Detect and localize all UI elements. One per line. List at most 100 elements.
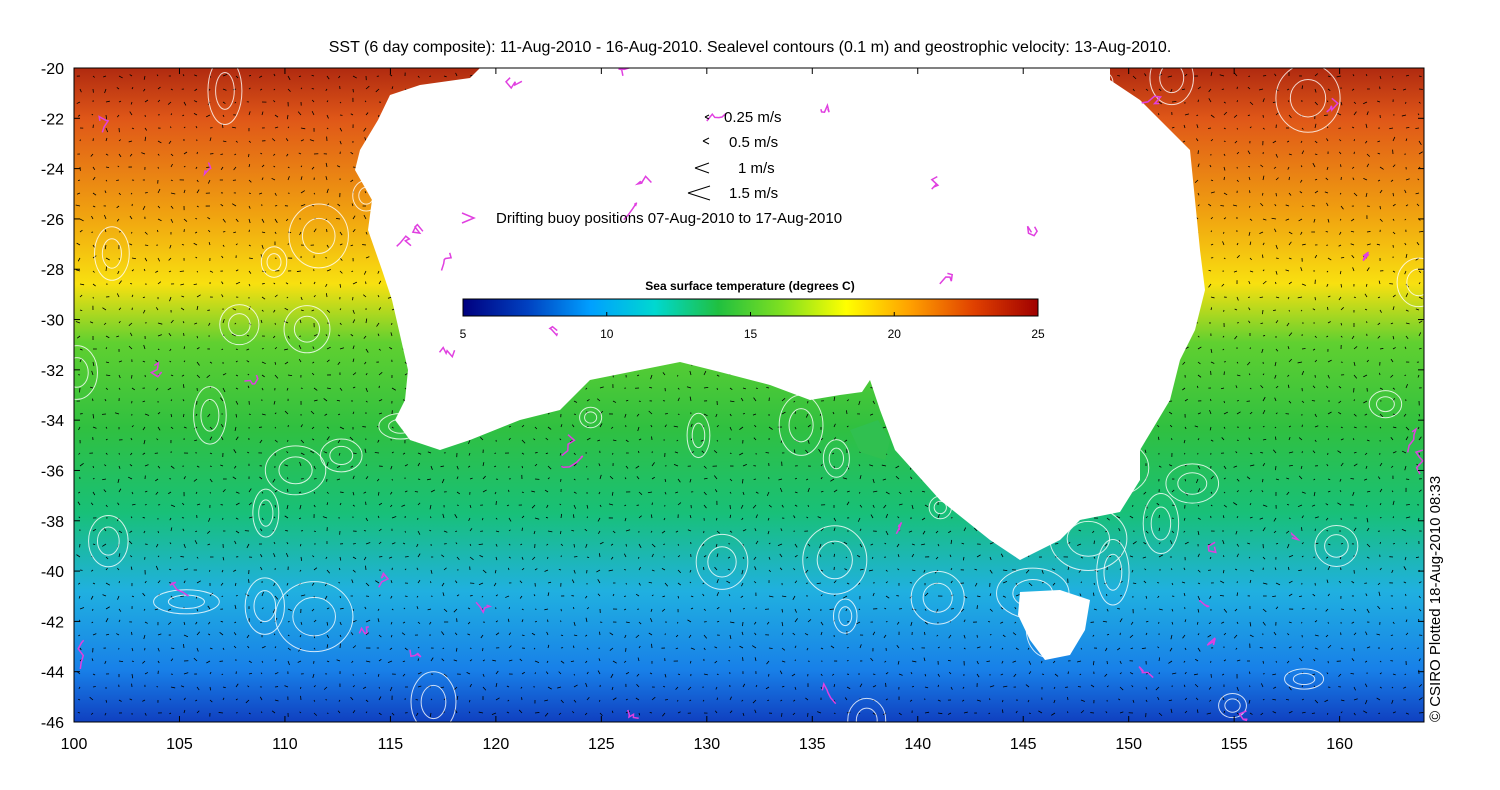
velocity-arrow [610,556,614,560]
velocity-arrow [209,452,213,455]
velocity-arrow [963,527,967,532]
velocity-arrow [495,530,500,533]
velocity-arrow [1158,608,1163,611]
velocity-arrow [1233,634,1238,639]
velocity-arrow [92,673,96,676]
velocity-arrow [274,126,279,129]
velocity-arrow [638,621,642,625]
velocity-arrow [1223,257,1226,260]
velocity-arrow [1222,241,1225,246]
velocity-arrow [235,360,238,363]
velocity-arrow [338,567,341,571]
velocity-arrow [1339,556,1342,560]
velocity-arrow [793,568,796,571]
velocity-arrow [1312,308,1316,311]
velocity-arrow [196,294,201,298]
velocity-arrow [170,647,175,649]
velocity-arrow [1077,660,1082,663]
velocity-arrow [143,344,146,350]
velocity-arrow [105,361,110,364]
velocity-arrow [714,566,718,571]
velocity-arrow [687,529,692,532]
velocity-arrow [417,685,422,688]
velocity-arrow [963,634,966,639]
velocity-arrow [234,101,237,104]
velocity-arrow [492,659,497,662]
velocity-arrow [755,684,758,688]
velocity-arrow [79,607,85,610]
velocity-arrow [675,647,679,650]
velocity-arrow [1391,490,1394,493]
velocity-arrow [118,530,123,534]
velocity-arrow [1327,295,1331,298]
velocity-arrow [663,517,666,521]
velocity-arrow [1311,504,1316,507]
velocity-arrow [144,464,149,467]
velocity-arrow [781,504,784,508]
velocity-arrow [92,166,96,171]
velocity-arrow [1327,543,1331,546]
velocity-arrow [219,632,224,636]
velocity-arrow [1168,660,1173,664]
velocity-arrow [508,543,511,546]
velocity-arrow [271,138,276,142]
velocity-arrow [91,215,94,220]
velocity-arrow [937,684,939,688]
velocity-arrow [169,517,172,521]
velocity-arrow [702,582,705,585]
velocity-arrow [715,413,718,418]
velocity-arrow [1326,270,1329,273]
velocity-arrow [495,632,500,636]
velocity-arrow [833,684,836,688]
velocity-arrow [1418,436,1422,441]
velocity-arrow [456,594,460,597]
velocity-arrow [1223,465,1227,470]
velocity-arrow [1379,413,1384,418]
velocity-arrow [129,215,133,220]
velocity-arrow [1366,359,1369,363]
velocity-arrow [521,465,524,469]
velocity-arrow [388,556,393,559]
velocity-arrow [1326,385,1329,389]
velocity-arrow [807,504,809,508]
velocity-arrow [1194,425,1199,428]
velocity-arrow [869,464,874,467]
velocity-arrow [286,153,289,157]
velocity-arrow [520,543,523,546]
velocity-arrow [716,620,720,623]
velocity-arrow [1288,332,1293,337]
velocity-arrow [1197,582,1201,585]
velocity-arrow [1223,231,1225,234]
velocity-arrow [521,424,525,428]
velocity-arrow [391,308,395,311]
velocity-arrow [274,412,277,415]
velocity-arrow [118,280,122,285]
velocity-arrow [207,217,211,220]
velocity-arrow [144,192,148,194]
velocity-arrow [1158,554,1164,558]
velocity-arrow [131,491,134,495]
velocity-arrow [755,514,758,519]
velocity-arrow [1144,568,1147,571]
velocity-arrow [429,504,432,510]
velocity-arrow [1183,567,1186,571]
velocity-arrow [1145,686,1148,690]
velocity-arrow [898,673,903,676]
velocity-arrow [519,658,523,662]
velocity-arrow [443,673,448,678]
velocity-arrow [935,530,939,534]
velocity-arrow [248,270,252,274]
velocity-arrow [495,556,498,561]
velocity-arrow [754,528,757,532]
velocity-arrow [1417,178,1420,181]
velocity-arrow [703,647,706,651]
velocity-arrow [884,660,887,663]
velocity-arrow [1106,633,1110,636]
velocity-arrow [1182,387,1186,391]
velocity-arrow [1327,359,1332,363]
velocity-arrow [404,647,408,651]
velocity-arrow [1327,478,1331,481]
velocity-arrow [89,696,94,701]
velocity-arrow [872,490,878,493]
velocity-arrow [573,621,576,626]
